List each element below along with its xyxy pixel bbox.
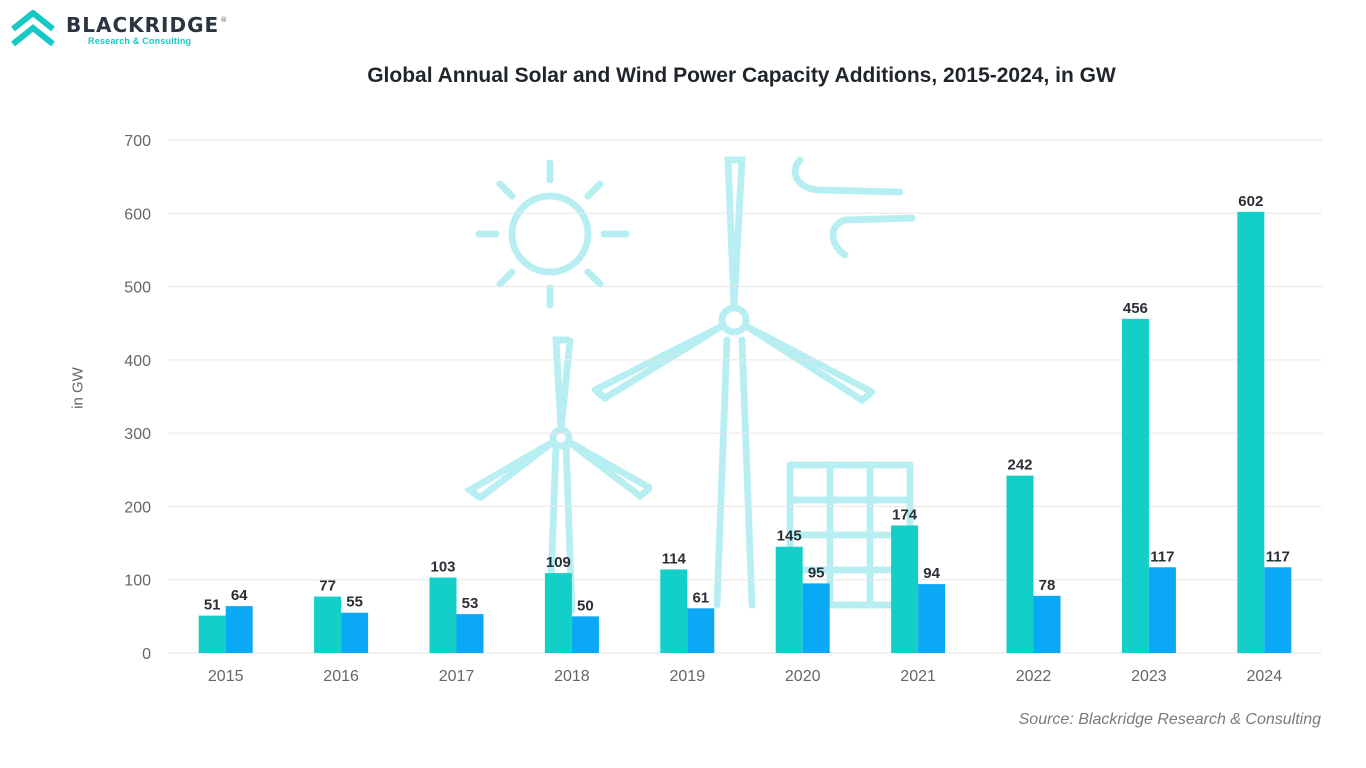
solar-bar (1006, 475, 1034, 653)
x-tick-label: 2016 (323, 668, 359, 685)
wind-value-label: 55 (346, 594, 363, 611)
solar-bar (198, 615, 226, 653)
solar-value-label: 51 (204, 597, 221, 614)
solar-value-label: 145 (777, 528, 802, 545)
x-tick-label: 2022 (1016, 668, 1052, 685)
wind-bar (1033, 595, 1061, 653)
wind-value-label: 64 (231, 587, 248, 604)
source-note: Source: Blackridge Research & Consulting (1018, 711, 1321, 728)
solar-value-label: 456 (1123, 300, 1148, 317)
solar-bar (429, 577, 457, 653)
x-tick-label: 2018 (554, 668, 590, 685)
bars (198, 211, 1292, 653)
solar-bar (314, 596, 342, 653)
solar-bar (1121, 318, 1149, 653)
background-illustration (463, 156, 919, 614)
wind-value-label: 117 (1150, 548, 1174, 565)
registered-mark: ® (220, 15, 229, 24)
data-labels: 51 77 103 109 114 145 174 242 456 602 64 55 53 50 61 95… (204, 193, 1290, 615)
solar-bar (891, 525, 919, 653)
y-tick-label: 700 (124, 133, 151, 150)
wind-value-label: 117 (1266, 548, 1290, 565)
large-turbine (588, 156, 879, 609)
x-tick-label: 2019 (670, 668, 706, 685)
wind-value-label: 61 (692, 589, 709, 606)
x-tick-label: 2017 (439, 668, 475, 685)
wind-value-label: 95 (808, 564, 825, 581)
x-tick-label: 2021 (900, 668, 936, 685)
wind-bar (687, 608, 715, 653)
wind-bar (918, 584, 946, 653)
x-tick-label: 2015 (208, 668, 244, 685)
solar-bar (544, 573, 572, 653)
solar-value-label: 114 (662, 550, 687, 567)
solar-bar (1237, 211, 1265, 653)
wind-value-label: 94 (923, 565, 940, 582)
brand-tagline: Research & Consulting (88, 35, 192, 46)
y-tick-label: 200 (124, 499, 151, 516)
solar-value-label: 242 (1007, 457, 1032, 474)
y-tick-label: 400 (124, 353, 151, 370)
y-tick-label: 0 (142, 646, 151, 663)
chart-title: Global Annual Solar and Wind Power Capac… (367, 64, 1116, 87)
solar-value-label: 109 (546, 554, 571, 571)
y-tick-label: 300 (124, 426, 151, 443)
wind-bar (456, 614, 484, 653)
wind-value-label: 50 (577, 597, 594, 614)
wind-bar (225, 606, 253, 653)
solar-bar (775, 546, 803, 653)
wind-bar (571, 616, 599, 653)
brand-name: BLACKRIDGE ® (66, 14, 227, 36)
x-tick-label: 2020 (785, 668, 821, 685)
x-tick-label: 2023 (1131, 668, 1167, 685)
solar-bar (660, 569, 688, 653)
solar-value-label: 174 (892, 506, 918, 523)
sun-rays (472, 156, 630, 312)
wind-bar (1264, 567, 1292, 653)
axis-ticks: 0 100 200 300 400 500 600 700 2015 2016 2017 2018 20… (124, 133, 1282, 685)
x-tick-label: 2024 (1247, 668, 1283, 685)
solar-value-label: 602 (1238, 193, 1263, 210)
solar-value-label: 103 (430, 559, 455, 576)
blackridge-logo-icon (11, 10, 55, 47)
y-tick-label: 500 (124, 280, 151, 297)
company-logo: BLACKRIDGE ® Research & Consulting (10, 10, 227, 50)
wind-value-label: 53 (462, 595, 479, 612)
grid-lines (168, 139, 1322, 654)
y-tick-label: 600 (124, 206, 151, 223)
wind-bar (802, 583, 830, 653)
wind-bar (341, 612, 369, 653)
y-tick-label: 100 (124, 573, 151, 590)
solar-value-label: 77 (319, 578, 336, 595)
wind-bar (1148, 567, 1176, 653)
wind-value-label: 78 (1039, 577, 1056, 594)
